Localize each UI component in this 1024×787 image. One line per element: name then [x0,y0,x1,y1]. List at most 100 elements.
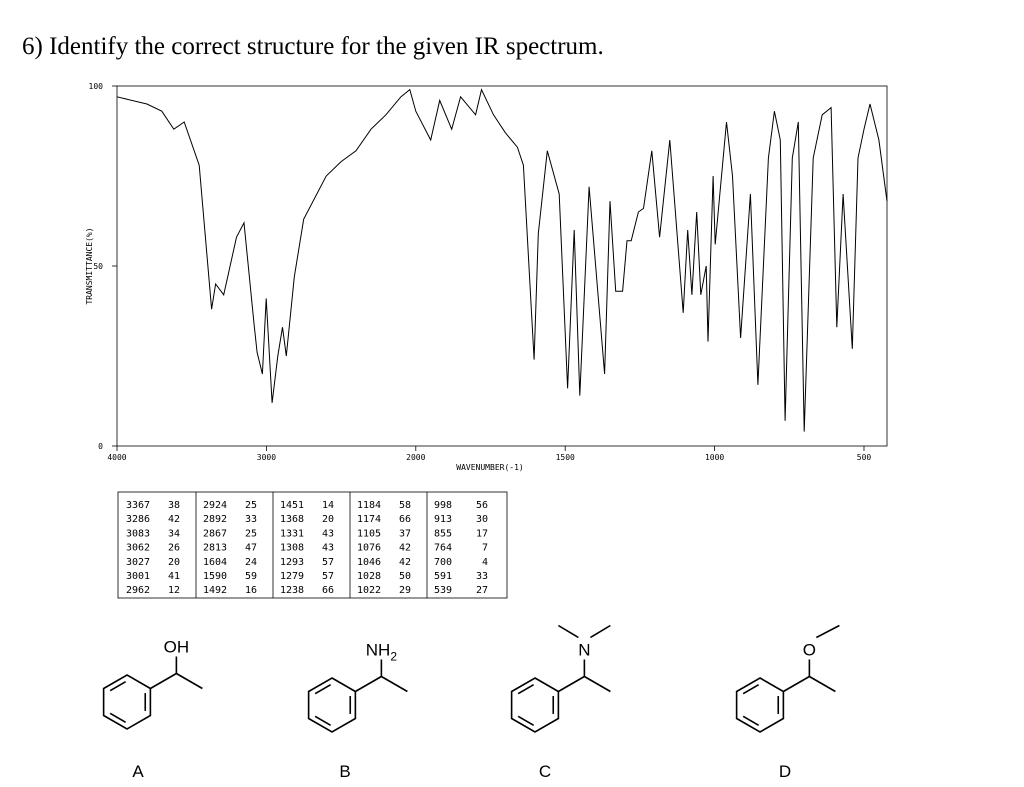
peak-transmittance: 20 [322,514,334,525]
peak-wavenumber: 539 [434,585,452,596]
peak-wavenumber: 2813 [203,543,227,554]
group-text: NH [366,641,391,660]
peak-wavenumber: 1028 [357,571,381,582]
bond [314,684,332,695]
x-axis-label: WAVENUMBER(-1) [456,463,523,472]
structure: NH2 [307,641,408,733]
peak-transmittance: 12 [168,585,180,596]
peak-transmittance: 58 [399,500,411,511]
peak-transmittance: 41 [168,571,180,582]
peak-wavenumber: 2892 [203,514,227,525]
y-tick-label: 0 [98,442,103,451]
peak-wavenumber: 3062 [126,543,150,554]
x-tick-label: 1000 [705,453,724,462]
choice-letter: A [132,762,144,781]
y-tick-label: 50 [93,262,103,271]
peak-transmittance: 43 [322,543,334,554]
peak-wavenumber: 2924 [203,500,227,511]
structure: O [735,624,840,733]
bond [314,715,332,726]
peak-transmittance: 29 [399,585,411,596]
bond [589,624,611,639]
bond [742,684,760,695]
peak-transmittance: 37 [399,528,411,539]
peak-wavenumber: 1293 [280,557,304,568]
bond [517,684,535,695]
peak-transmittance: 47 [245,543,257,554]
peak-transmittance: 42 [399,557,411,568]
peak-wavenumber: 1022 [357,585,381,596]
bond [557,624,579,639]
peak-wavenumber: 591 [434,571,452,582]
bond [380,675,408,693]
benzene-ring [102,674,152,730]
benzene-ring [510,677,560,733]
bond [808,675,836,693]
peak-transmittance: 17 [476,528,488,539]
peak-wavenumber: 3367 [126,500,150,511]
peak-transmittance: 7 [482,543,488,554]
peak-wavenumber: 1308 [280,543,304,554]
peak-wavenumber: 3001 [126,571,150,582]
spectrum-line [116,88,888,432]
x-tick-label: 500 [857,453,872,462]
peak-transmittance: 66 [322,585,334,596]
peak-wavenumber: 1492 [203,585,227,596]
peak-wavenumber: 998 [434,500,452,511]
peak-transmittance: 38 [168,500,180,511]
peak-wavenumber: 1451 [280,500,304,511]
peak-transmittance: 14 [322,500,334,511]
bond [175,672,203,690]
group-text: OH [164,638,190,657]
peak-transmittance: 25 [245,500,257,511]
peak-wavenumber: 3027 [126,557,150,568]
peak-wavenumber: 1279 [280,571,304,582]
peak-wavenumber: 1046 [357,557,381,568]
peak-wavenumber: 1238 [280,585,304,596]
bond [354,675,382,693]
peak-transmittance: 26 [168,543,180,554]
y-tick-label: 100 [89,82,104,91]
peak-transmittance: 30 [476,514,488,525]
peak-wavenumber: 700 [434,557,452,568]
peak-wavenumber: 3083 [126,528,150,539]
peak-transmittance: 4 [482,557,488,568]
peak-transmittance: 16 [245,585,257,596]
x-tick-label: 1500 [556,453,575,462]
peak-table-frame [117,491,508,599]
peak-wavenumber: 1590 [203,571,227,582]
peak-transmittance: 56 [476,500,488,511]
x-tick-label: 4000 [107,453,126,462]
peak-wavenumber: 1174 [357,514,381,525]
bond [742,715,760,726]
peak-transmittance: 42 [399,543,411,554]
peak-transmittance: 24 [245,557,257,568]
peak-wavenumber: 1105 [357,528,381,539]
bond [149,672,177,690]
peak-wavenumber: 1184 [357,500,381,511]
peak-transmittance: 33 [476,571,488,582]
peak-wavenumber: 2867 [203,528,227,539]
peak-wavenumber: 1331 [280,528,304,539]
peak-transmittance: 59 [245,571,257,582]
bond [557,675,585,693]
peak-wavenumber: 855 [434,528,452,539]
bond [109,712,127,723]
peak-transmittance: 27 [476,585,488,596]
y-axis-label: TRANSMITTANCE(%) [85,227,94,304]
structure: N [510,624,611,733]
bond [583,675,611,693]
group-label: O [803,641,816,660]
peak-transmittance: 66 [399,514,411,525]
peak-transmittance: 43 [322,528,334,539]
peak-wavenumber: 1368 [280,514,304,525]
peak-wavenumber: 2962 [126,585,150,596]
group-label: OH [164,638,190,657]
peak-transmittance: 34 [168,528,180,539]
peak-transmittance: 33 [245,514,257,525]
bond [782,675,810,693]
choice-letter: C [539,762,551,781]
peak-transmittance: 57 [322,571,334,582]
